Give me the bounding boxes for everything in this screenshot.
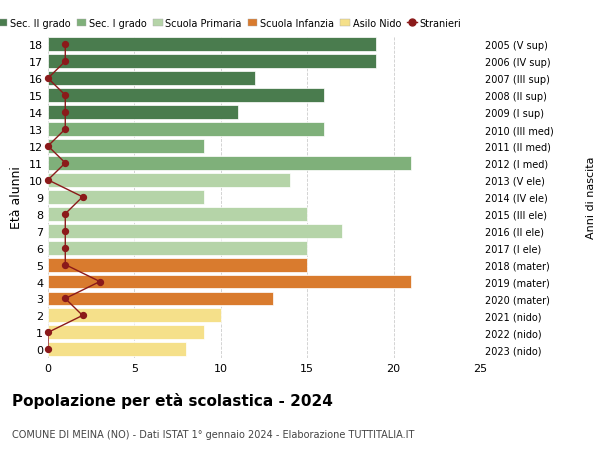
Point (61, 245, 70, 252)
Point (61, 160, 70, 167)
Point (61, 92, 70, 100)
Bar (48, 123, 325, 137)
Point (61, 41, 70, 49)
Bar (48, 292, 272, 306)
Point (43, 177, 53, 184)
Bar (48, 140, 203, 154)
Bar (48, 89, 325, 103)
Point (61, 109, 70, 117)
Legend: Sec. II grado, Sec. I grado, Scuola Primaria, Scuola Infanzia, Asilo Nido, Stran: Sec. II grado, Sec. I grado, Scuola Prim… (0, 19, 461, 28)
Bar (48, 258, 307, 272)
Bar (48, 72, 256, 86)
Bar (48, 174, 290, 187)
Bar (48, 207, 307, 221)
Bar (48, 309, 221, 323)
Bar (48, 275, 411, 289)
Point (95, 278, 104, 285)
Point (61, 126, 70, 134)
Point (78, 194, 88, 201)
Point (43, 75, 53, 83)
Y-axis label: Età alunni: Età alunni (10, 166, 23, 229)
Bar (48, 342, 186, 357)
Point (61, 261, 70, 269)
Point (61, 58, 70, 66)
Point (61, 295, 70, 302)
Bar (48, 326, 203, 340)
Point (78, 312, 88, 319)
Bar (48, 38, 376, 52)
Point (43, 143, 53, 150)
Point (61, 228, 70, 235)
Point (43, 329, 53, 336)
Bar (48, 190, 203, 204)
Point (43, 346, 53, 353)
Bar (48, 55, 376, 69)
Text: Anni di nascita: Anni di nascita (586, 156, 596, 239)
Point (61, 211, 70, 218)
Bar (48, 241, 307, 255)
Bar (48, 157, 411, 170)
Bar (48, 224, 342, 238)
Text: COMUNE DI MEINA (NO) - Dati ISTAT 1° gennaio 2024 - Elaborazione TUTTITALIA.IT: COMUNE DI MEINA (NO) - Dati ISTAT 1° gen… (12, 429, 415, 439)
Text: Popolazione per età scolastica - 2024: Popolazione per età scolastica - 2024 (12, 392, 333, 409)
Bar (48, 106, 238, 120)
